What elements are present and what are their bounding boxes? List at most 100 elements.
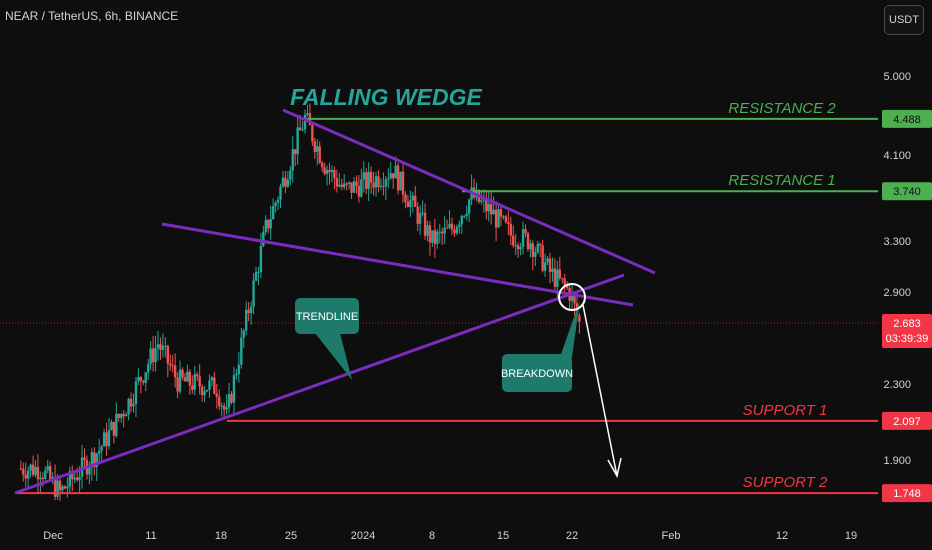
candle-body	[164, 345, 167, 347]
candle-body	[519, 247, 522, 250]
candle-body	[284, 177, 287, 187]
candle-body	[71, 471, 74, 480]
candle-body	[159, 344, 162, 350]
x-tick-label: Feb	[662, 530, 681, 542]
candle-body	[80, 457, 84, 477]
candle-body	[222, 405, 226, 410]
currency-button[interactable]: USDT	[884, 5, 924, 35]
candle-body	[455, 226, 459, 234]
candle-body	[426, 225, 429, 236]
candle-body	[399, 171, 402, 191]
candle-body	[173, 365, 177, 378]
candle-body	[345, 183, 348, 185]
candle-body	[264, 219, 267, 232]
candle-body	[316, 146, 319, 152]
candle-body	[418, 213, 422, 224]
candle-body	[529, 243, 532, 250]
level-tag-bg	[882, 109, 932, 128]
candle-body	[178, 369, 182, 392]
current-price-tag-text: 03:39:39	[886, 333, 929, 345]
breakdown-callout-text: BREAKDOWN	[501, 368, 573, 380]
candle-body	[227, 394, 231, 408]
candle-body	[156, 344, 160, 349]
candle-body	[78, 476, 81, 481]
candle-body	[303, 114, 307, 130]
candle-body	[333, 170, 336, 179]
candle-body	[259, 245, 263, 272]
falling-wedge-title: FALLING WEDGE	[290, 84, 482, 110]
candle-body	[122, 414, 125, 417]
y-tick-label: 5.000	[883, 71, 911, 83]
candle-body	[360, 179, 363, 197]
candle-body	[369, 171, 373, 183]
candle-body	[213, 377, 216, 394]
candle-body	[414, 195, 417, 207]
candle-body	[93, 452, 96, 467]
candle-body	[254, 272, 258, 281]
level-tag-bg	[882, 182, 932, 201]
candle-body	[31, 464, 35, 475]
candles-group	[19, 103, 581, 501]
candle-body	[166, 345, 169, 364]
candle-body	[453, 229, 456, 234]
x-tick-label: 22	[566, 530, 578, 542]
candle-body	[154, 348, 157, 363]
candle-body	[218, 396, 221, 407]
candle-body	[208, 380, 211, 390]
candle-body	[485, 198, 488, 212]
candle-body	[188, 371, 192, 386]
candle-body	[53, 477, 57, 497]
candle-body	[330, 170, 334, 172]
candle-body	[379, 185, 383, 188]
x-tick-label: 2024	[351, 530, 375, 542]
candle-body	[570, 295, 574, 301]
candle-body	[161, 345, 165, 350]
symbol-title: NEAR / TetherUS, 6h, BINANCE	[5, 9, 179, 23]
resistance-1-label: RESISTANCE 1	[728, 172, 835, 189]
candle-body	[269, 219, 272, 229]
candle-body	[465, 213, 468, 216]
candle-body	[181, 369, 184, 378]
y-tick-label: 2.900	[883, 287, 911, 299]
candle-body	[384, 179, 388, 187]
candle-body	[151, 348, 155, 363]
candle-body	[521, 229, 525, 248]
candle-body	[186, 371, 189, 382]
candle-body	[458, 224, 461, 227]
candle-body	[66, 486, 69, 489]
candle-body	[448, 223, 451, 228]
candle-body	[509, 223, 512, 236]
candle-body	[347, 182, 351, 184]
candle-body	[512, 235, 515, 246]
candle-body	[463, 215, 466, 217]
candle-body	[171, 365, 174, 367]
candle-body	[338, 184, 341, 187]
candle-body	[46, 466, 49, 471]
candle-body	[286, 179, 290, 187]
candle-body	[487, 203, 490, 212]
candle-body	[249, 306, 253, 314]
candle-body	[262, 231, 265, 246]
candle-body	[105, 432, 108, 447]
candle-body	[301, 129, 304, 131]
candle-body	[548, 258, 552, 272]
candle-body	[401, 171, 405, 195]
current-price-tag-bg	[882, 314, 932, 349]
candle-body	[215, 393, 218, 397]
candle-body	[502, 216, 505, 218]
candle-body	[396, 165, 400, 191]
candle-body	[26, 470, 30, 479]
candle-body	[36, 467, 40, 480]
candle-body	[247, 309, 250, 314]
wedge-lower-line	[161, 222, 634, 307]
candle-body	[311, 125, 314, 142]
candle-body	[49, 466, 52, 480]
candle-body	[88, 467, 91, 475]
candle-body	[279, 186, 282, 200]
candle-body	[144, 372, 147, 383]
candle-body	[546, 258, 549, 263]
candle-body	[406, 201, 410, 207]
trendline-callout-box	[295, 298, 359, 334]
candle-body	[176, 377, 179, 392]
